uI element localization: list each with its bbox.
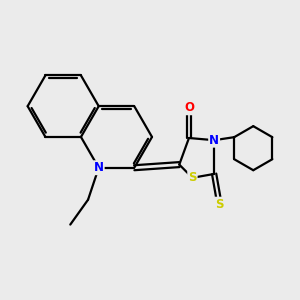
Text: N: N (209, 134, 219, 147)
Text: S: S (188, 171, 197, 184)
Text: S: S (215, 198, 224, 211)
Text: N: N (94, 161, 104, 174)
Text: O: O (184, 101, 194, 114)
